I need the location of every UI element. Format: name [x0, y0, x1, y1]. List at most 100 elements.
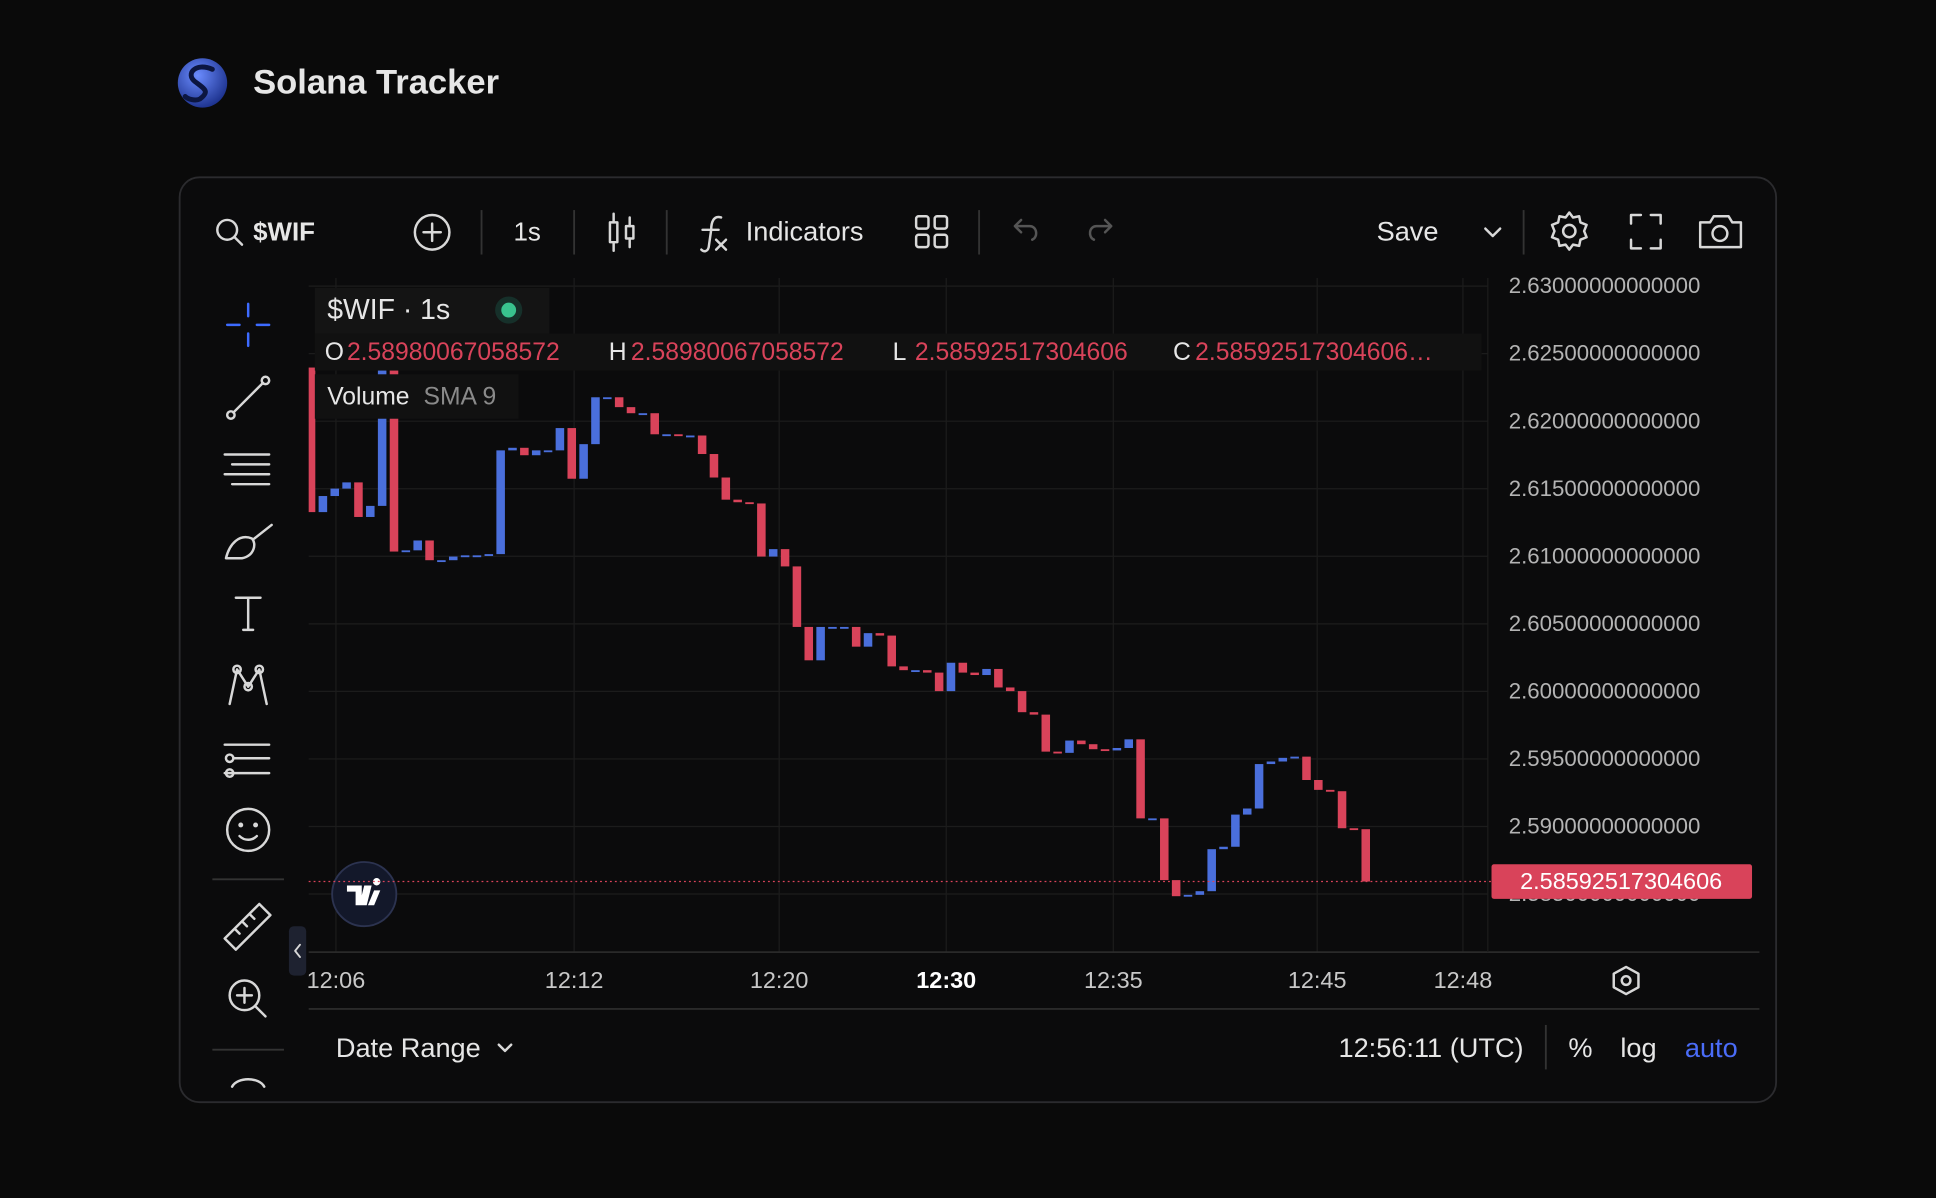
candle-body [425, 540, 434, 561]
redo-button[interactable] [1088, 218, 1113, 241]
prediction-tool[interactable] [223, 743, 271, 779]
candle-body [1242, 808, 1252, 815]
candle-body [342, 482, 351, 489]
log-toggle[interactable]: log [1620, 1032, 1656, 1063]
date-range-button[interactable]: Date Range [336, 1032, 481, 1063]
candle-body [389, 345, 399, 552]
candle-body [851, 626, 861, 647]
candle-body [567, 428, 577, 479]
y-tick-label: 2.59000000000000 [1509, 814, 1701, 839]
x-tick-label: 12:12 [545, 967, 604, 993]
trendline-tool[interactable] [225, 375, 271, 420]
candle-body [934, 672, 944, 692]
ohlc-legend: O 2.58980067058572 H 2.58980067058572 L 2.585… [325, 339, 1433, 366]
candle-body [330, 488, 340, 497]
candle-body [413, 540, 422, 551]
candle-body [520, 447, 529, 456]
candle-body [1100, 749, 1110, 752]
sma-label: SMA 9 [424, 383, 497, 410]
candle-body [591, 397, 600, 445]
candle-body [496, 450, 505, 555]
candle-body [579, 444, 588, 479]
candle-body [1302, 756, 1311, 781]
save-button[interactable]: Save [1377, 216, 1439, 247]
settings-button[interactable] [1550, 211, 1588, 251]
pattern-tool[interactable] [228, 664, 268, 706]
candle-body [816, 626, 825, 661]
search-icon-handle [233, 236, 244, 246]
chart-type-button[interactable] [608, 212, 635, 253]
symbol-search[interactable]: $WIF [253, 218, 315, 246]
save-menu[interactable] [1484, 227, 1502, 238]
x-tick-label: 12:30 [916, 967, 976, 993]
crosshair-tool[interactable] [225, 302, 271, 348]
candle-body [448, 556, 458, 561]
interval-button[interactable]: 1s [514, 218, 541, 246]
candle-body [1160, 818, 1169, 881]
ohlc-bg [314, 333, 1482, 371]
candle-body [1005, 687, 1015, 692]
candle-body [318, 496, 328, 513]
candle-body [946, 662, 956, 692]
site-title: Solana Tracker [253, 63, 499, 101]
candle-body [1231, 814, 1240, 847]
search-icon[interactable] [216, 218, 239, 241]
candle-body [555, 428, 565, 451]
ohlc-value: 2.58980067058572 [347, 339, 560, 366]
candle-body [970, 672, 979, 676]
screenshot-button[interactable] [1698, 215, 1743, 249]
layout-button[interactable] [914, 215, 949, 249]
axis-settings[interactable] [1612, 965, 1640, 996]
candle-body [733, 499, 742, 503]
candle-body [366, 505, 375, 517]
icons-tool[interactable] [225, 807, 271, 853]
candle-body [1266, 761, 1276, 765]
candle-body [650, 413, 659, 435]
clock[interactable]: 12:56:11 (UTC) [1338, 1032, 1523, 1063]
candle-body [875, 633, 885, 636]
indicators-icon[interactable] [700, 215, 728, 253]
ohlc-value: 2.58592517304606… [1195, 339, 1432, 366]
x-tick-label: 12:35 [1084, 967, 1143, 993]
volume-label: Volume [327, 383, 409, 410]
candle-body [1065, 740, 1074, 753]
undo-button[interactable] [1013, 218, 1038, 241]
percent-toggle[interactable]: % [1568, 1032, 1592, 1063]
candle-body [1041, 714, 1051, 752]
candle-body [308, 367, 316, 513]
fullscreen-button[interactable] [1629, 213, 1662, 250]
collapse-toolbar[interactable] [288, 926, 307, 976]
toolbar: $WIF 1s Indicators Save [216, 210, 1743, 255]
candle-body [828, 626, 837, 629]
y-tick-label: 2.59500000000000 [1509, 746, 1701, 771]
y-tick-label: 2.62000000000000 [1509, 408, 1701, 433]
indicators-button[interactable]: Indicators [746, 216, 864, 247]
y-tick-label: 2.60000000000000 [1509, 678, 1701, 703]
price-label: 2.58592517304606 [1520, 868, 1722, 894]
candle-body [685, 435, 695, 438]
compare-plus [422, 222, 443, 243]
date-range-menu [497, 1043, 513, 1053]
candle-body [543, 450, 553, 453]
candle-body [792, 566, 802, 627]
ohlc-value: 2.58592517304606 [915, 339, 1128, 366]
logo-mark [182, 64, 215, 103]
collapse-arrow [294, 943, 301, 958]
auto-toggle[interactable]: auto [1685, 1032, 1738, 1063]
time-axis: 12:06 12:12 12:20 12:30 12:35 12:45 12:48 [307, 967, 1492, 993]
measure-tool[interactable] [223, 902, 272, 951]
candle-body [1290, 756, 1299, 759]
zoom-tool[interactable] [228, 979, 267, 1018]
candle-body [354, 482, 363, 517]
compare-button[interactable] [413, 213, 451, 251]
brush-tool[interactable] [224, 523, 273, 560]
text-tool[interactable] [234, 596, 262, 632]
candle-body [1136, 739, 1145, 819]
x-tick-label: 12:20 [750, 967, 809, 993]
fib-tool[interactable] [223, 453, 271, 486]
candle-body [757, 503, 766, 557]
candle-body [1183, 894, 1193, 897]
y-tick-label: 2.63000000000000 [1509, 273, 1701, 298]
candle-body [1077, 740, 1086, 745]
more-tools[interactable] [230, 1078, 266, 1088]
